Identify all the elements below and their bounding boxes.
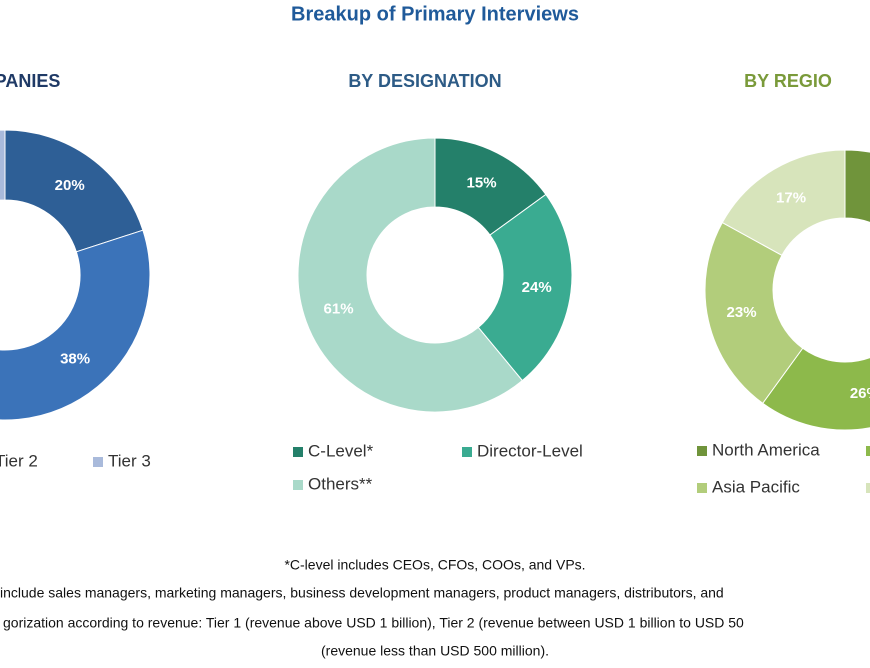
donut-segment xyxy=(704,221,804,404)
legend-label: Asia Pacific xyxy=(712,477,800,496)
chart-subtitle: BY REGIO xyxy=(744,71,832,91)
legend-marker xyxy=(462,447,472,457)
page-title: Breakup of Primary Interviews xyxy=(291,3,579,25)
footnote: *C-level includes CEOs, CFOs, COOs, and … xyxy=(284,557,585,573)
donut-segment xyxy=(844,149,870,224)
data-label: 17% xyxy=(776,190,806,207)
donut-segment xyxy=(4,129,144,253)
legend-marker xyxy=(697,483,707,493)
legend-label: C-Level* xyxy=(308,441,374,460)
footnote: include sales managers, marketing manage… xyxy=(0,585,724,601)
chart-subtitle: MPANIES xyxy=(0,71,60,91)
legend-label: Tier 3 xyxy=(108,451,151,470)
donut-segment xyxy=(477,193,573,382)
data-label: 38% xyxy=(60,351,90,368)
donut-segment xyxy=(721,149,846,256)
footnote: (revenue less than USD 500 million). xyxy=(321,643,549,659)
donut-segment xyxy=(762,347,870,431)
footnote: gorization according to revenue: Tier 1 … xyxy=(3,615,744,631)
legend-marker xyxy=(697,446,707,456)
legend-label: Tier 2 xyxy=(0,451,38,470)
legend-label: Others** xyxy=(308,474,373,493)
donut-segment xyxy=(0,129,6,201)
legend-label: Director-Level xyxy=(477,441,583,460)
data-label: 24% xyxy=(522,279,552,296)
legend-label: North America xyxy=(712,440,820,459)
donut-segment xyxy=(297,137,524,413)
legend-marker xyxy=(866,483,870,493)
data-label: 61% xyxy=(324,301,354,318)
chart-subtitle: BY DESIGNATION xyxy=(348,71,501,91)
legend-marker xyxy=(93,457,103,467)
legend-marker xyxy=(866,446,870,456)
data-label: 20% xyxy=(55,177,85,194)
data-label: 23% xyxy=(727,304,757,321)
donut-segment xyxy=(0,229,151,421)
legend-marker xyxy=(293,480,303,490)
data-label: 26% xyxy=(850,385,870,402)
legend-marker xyxy=(293,447,303,457)
data-label: 15% xyxy=(467,175,497,192)
